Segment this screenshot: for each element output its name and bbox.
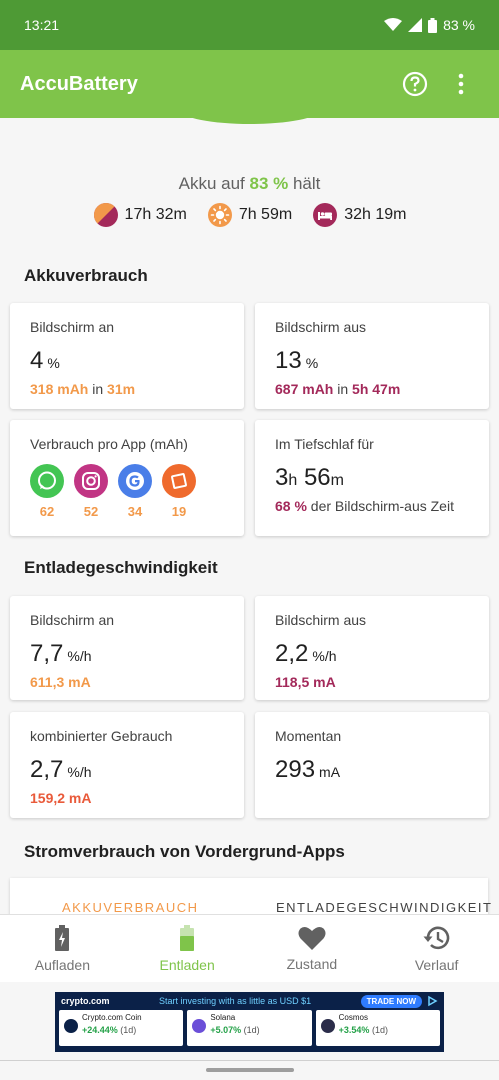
ad-coin-card[interactable]: Solana +5.07% (1d): [187, 1010, 312, 1046]
bottom-navigation: Aufladen Entladen Zustand Verlauf: [0, 914, 499, 982]
app-bar: AccuBattery: [0, 50, 499, 118]
card-discharge-combined[interactable]: kombinierter Gebrauch 2,7 %/h 159,2 mA: [10, 712, 244, 818]
history-icon: [423, 926, 449, 949]
nav-discharging[interactable]: Entladen: [125, 915, 250, 982]
bed-icon: [313, 203, 338, 227]
card-usage-per-app[interactable]: Verbrauch pro App (mAh) 62 52 34: [10, 420, 244, 536]
battery-discharging-icon: [180, 924, 195, 951]
more-vert-icon: [458, 73, 464, 95]
app-usage-item[interactable]: 19: [162, 464, 196, 519]
hold-percent: 83 %: [249, 174, 289, 193]
appbar-curve: [180, 110, 320, 124]
app-usage-item[interactable]: 52: [74, 464, 108, 519]
card-discharge-screen-off[interactable]: Bildschirm aus 2,2 %/h 118,5 mA: [255, 596, 489, 700]
nav-health[interactable]: Zustand: [250, 915, 375, 982]
app-title: AccuBattery: [20, 72, 138, 95]
card-usage-screen-on[interactable]: Bildschirm an 4% 318 mAh in 31m: [10, 303, 244, 409]
ad-area: crypto.com Start investing with as littl…: [0, 982, 499, 1080]
app-usage-item[interactable]: 34: [118, 464, 152, 519]
mixed-usage-icon: [93, 202, 118, 227]
ad-banner[interactable]: crypto.com Start investing with as littl…: [55, 992, 444, 1052]
divider: [0, 1060, 499, 1061]
status-time: 13:21: [24, 17, 60, 33]
battery-hold-text: Akku auf 83 % hält: [178, 174, 321, 193]
card-usage-screen-off[interactable]: Bildschirm aus 13% 687 mAh in 5h 47m: [255, 303, 489, 409]
runtime-estimates: 17h 32m 7h 59m 32h 19m: [0, 202, 499, 228]
main-content[interactable]: Akku auf 83 % hält 17h 32m 7h 59m 32h 19…: [0, 118, 499, 914]
battery-charging-icon: [55, 924, 70, 951]
signal-icon: [408, 18, 423, 32]
estimate-sleep: 32h 19m: [312, 202, 406, 228]
tab-discharge-speed[interactable]: ENTLADEGESCHWINDIGKEIT: [276, 900, 493, 914]
help-icon: [402, 71, 428, 97]
card-discharge-screen-on[interactable]: Bildschirm an 7,7 %/h 611,3 mA: [10, 596, 244, 700]
estimate-screen-on: 7h 59m: [207, 202, 292, 228]
card-deep-sleep[interactable]: Im Tiefschlaf für 3h 56m 68 % der Bildsc…: [255, 420, 489, 536]
app-icon: [162, 464, 196, 498]
coin-icon: [320, 1019, 335, 1033]
gesture-handle[interactable]: [206, 1068, 294, 1072]
more-options-button[interactable]: [443, 66, 479, 102]
section-title-foreground-apps: Stromverbrauch von Vordergrund-Apps: [24, 842, 345, 861]
instagram-icon: [74, 464, 108, 498]
ad-brand: crypto.com: [61, 996, 110, 1006]
section-title-discharge: Entladegeschwindigkeit: [24, 558, 218, 577]
ad-coins: Crypto.com Coin +24.44% (1d) Solana +5.0…: [55, 1010, 444, 1046]
whatsapp-icon: [30, 464, 64, 498]
coin-icon: [64, 1019, 78, 1033]
status-bar: 13:21 83 %: [0, 0, 499, 50]
ad-coin-card[interactable]: Cosmos +3.54% (1d): [315, 1010, 440, 1046]
tab-battery-usage[interactable]: AKKUVERBRAUCH: [62, 900, 199, 914]
card-discharge-current[interactable]: Momentan 293 mA: [255, 712, 489, 818]
help-button[interactable]: [397, 66, 433, 102]
app-usage-list: 62 52 34 19: [30, 464, 224, 519]
estimate-mixed: 17h 32m: [93, 202, 187, 228]
heart-icon: [298, 926, 326, 950]
ad-coin-card[interactable]: Crypto.com Coin +24.44% (1d): [59, 1010, 184, 1046]
google-icon: [118, 464, 152, 498]
nav-charging[interactable]: Aufladen: [0, 915, 125, 982]
nav-history[interactable]: Verlauf: [374, 915, 499, 982]
adchoices-icon[interactable]: [426, 995, 438, 1007]
coin-icon: [192, 1019, 207, 1033]
wifi-icon: [384, 18, 403, 31]
ad-cta-button[interactable]: TRADE NOW: [360, 994, 422, 1008]
sun-icon: [207, 203, 232, 227]
battery-percent: 83 %: [443, 17, 475, 33]
foreground-apps-card: AKKUVERBRAUCH ENTLADEGESCHWINDIGKEIT: [10, 878, 491, 914]
section-title-usage: Akkuverbrauch: [24, 266, 148, 285]
battery-icon: [428, 17, 438, 33]
app-usage-item[interactable]: 62: [30, 464, 64, 519]
ad-slogan: Start investing with as little as USD $1: [159, 996, 312, 1006]
